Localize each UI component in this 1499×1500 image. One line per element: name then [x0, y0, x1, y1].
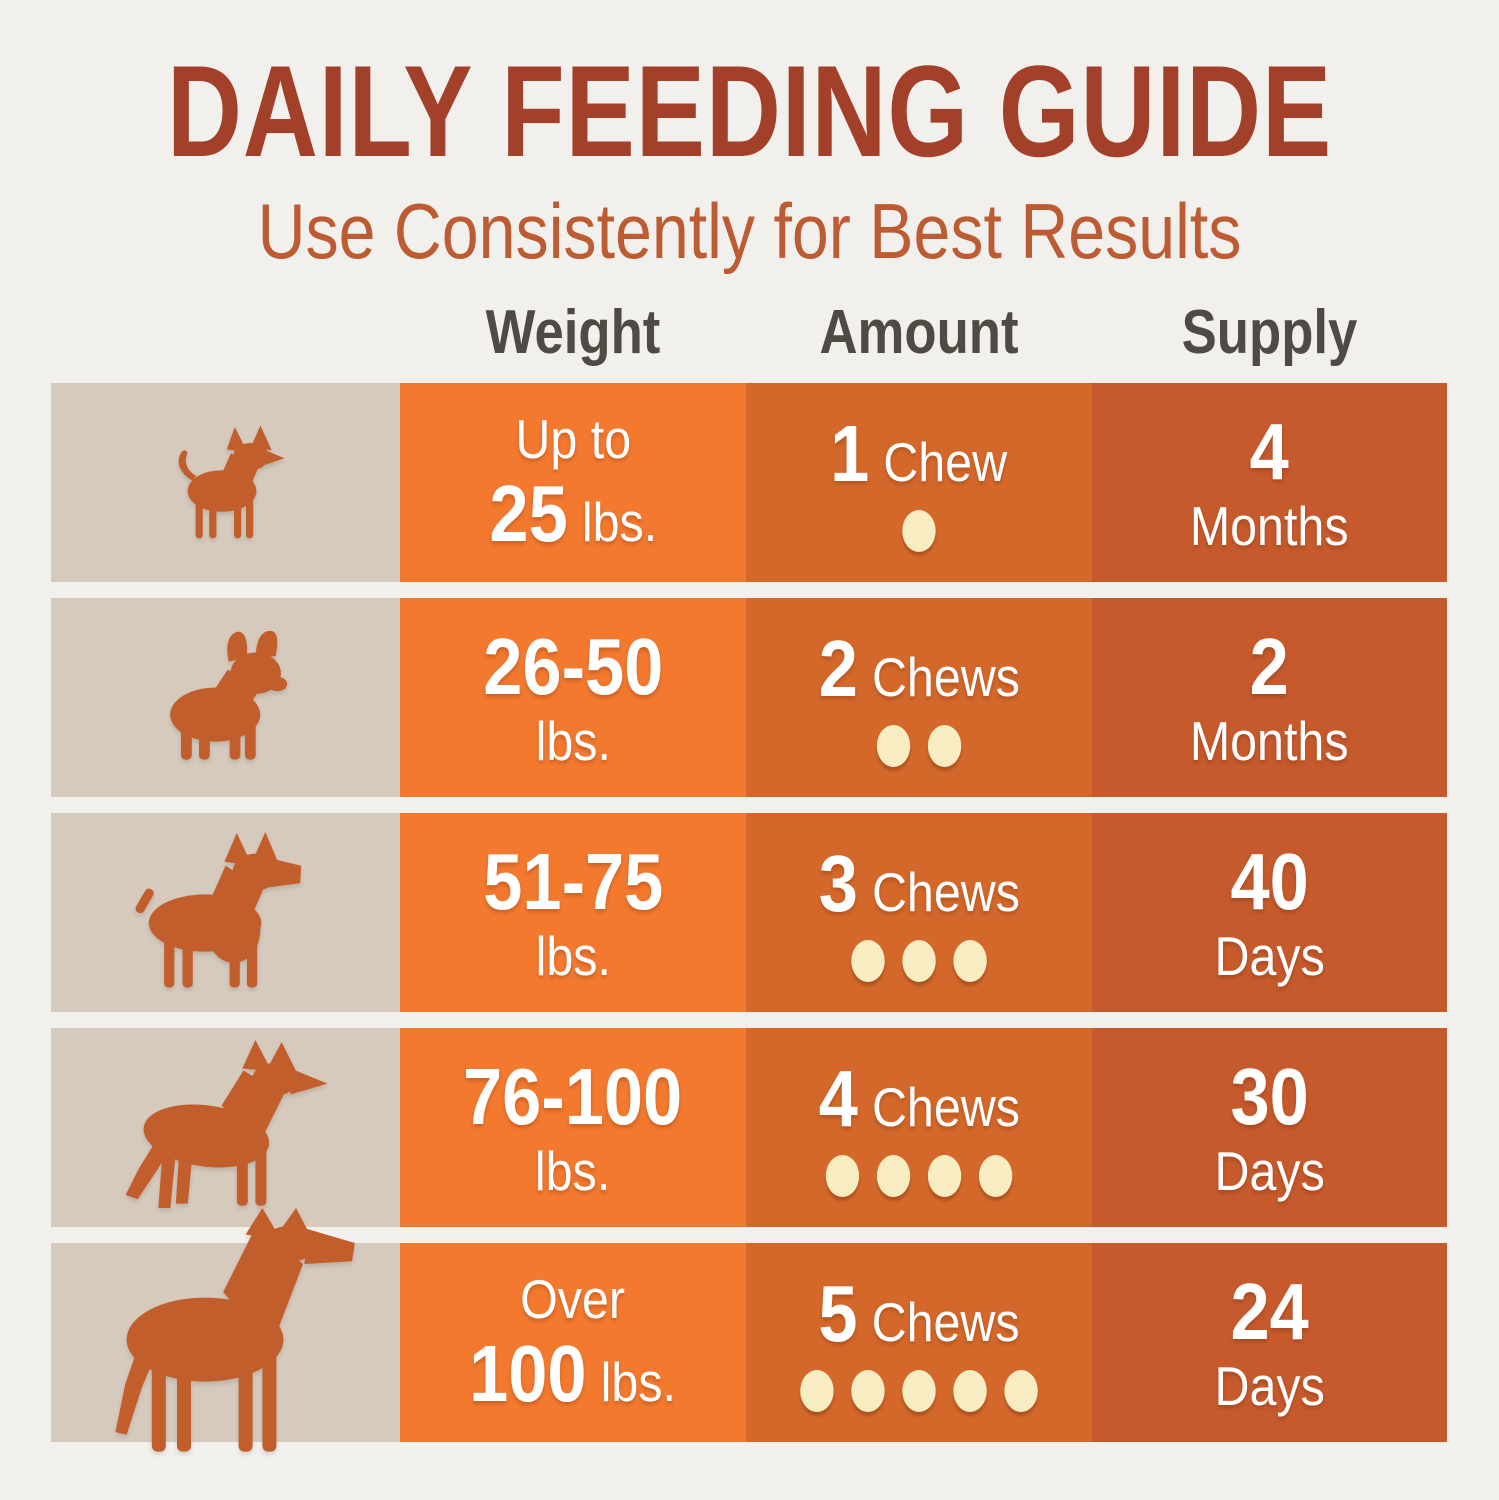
- french-bulldog-icon: [169, 630, 287, 760]
- supply-cell: 24 Days: [1092, 1243, 1447, 1442]
- amount-value: 1: [830, 408, 870, 498]
- column-header-weight: Weight: [485, 298, 661, 367]
- feeding-table: Up to 25 lbs. 1 Chew 4: [51, 383, 1447, 1452]
- amount-label: Chews: [871, 860, 1020, 923]
- chew-dot: [927, 1154, 962, 1197]
- chew-dot: [927, 724, 962, 767]
- chew-dots: [818, 724, 1019, 767]
- chew-dot: [851, 1369, 885, 1412]
- supply-cell: 2 Months: [1092, 598, 1447, 797]
- amount-value: 3: [818, 838, 858, 928]
- chew-dot: [876, 1154, 911, 1197]
- weight-unit: lbs.: [535, 924, 611, 987]
- weight-unit: lbs.: [535, 709, 611, 772]
- amount-cell: 2 Chews: [746, 598, 1092, 797]
- supply-cell: 40 Days: [1092, 813, 1447, 1012]
- chihuahua-icon: [178, 424, 284, 538]
- amount-value: 5: [818, 1268, 858, 1358]
- chew-dot: [902, 939, 936, 982]
- dog-cell: [51, 383, 400, 582]
- supply-unit: Months: [1190, 494, 1349, 557]
- chew-dot: [851, 939, 885, 982]
- weight-value: 76-100: [463, 1051, 683, 1141]
- page-title: DAILY FEEDING GUIDE: [166, 38, 1333, 184]
- chew-dot: [902, 509, 936, 552]
- weight-value: 51-75: [482, 836, 664, 926]
- supply-unit: Months: [1190, 709, 1349, 772]
- chew-dot: [825, 1154, 860, 1197]
- chew-dots: [800, 1369, 1038, 1412]
- amount-label: Chews: [871, 1075, 1020, 1138]
- dog-cell: [51, 1208, 400, 1452]
- chew-dot: [978, 1154, 1013, 1197]
- weight-value: 26-50: [482, 621, 664, 711]
- german-shepherd-icon: [125, 1040, 327, 1209]
- chew-dot: [800, 1369, 834, 1412]
- supply-value: 4: [1249, 406, 1290, 496]
- weight-value: 100: [469, 1328, 588, 1418]
- supply-cell: 30 Days: [1092, 1028, 1447, 1227]
- amount-cell: 4 Chews: [746, 1028, 1092, 1227]
- weight-qualifier: Over: [520, 1267, 626, 1330]
- chew-dot: [902, 1369, 936, 1412]
- chew-dot: [953, 939, 987, 982]
- table-row: Up to 25 lbs. 1 Chew 4: [51, 383, 1447, 582]
- supply-value: 40: [1230, 836, 1309, 926]
- page-subtitle: Use Consistently for Best Results: [257, 187, 1242, 275]
- supply-value: 2: [1249, 621, 1290, 711]
- weight-cell: 76-100 lbs.: [400, 1028, 746, 1227]
- weight-cell: Over 100 lbs.: [400, 1243, 746, 1442]
- dog-cell: [51, 598, 400, 797]
- supply-unit: Days: [1214, 924, 1325, 987]
- amount-cell: 1 Chew: [746, 383, 1092, 582]
- table-row: 26-50 lbs. 2 Chews 2 Months: [51, 598, 1447, 797]
- weight-unit: lbs.: [535, 1139, 611, 1202]
- amount-value: 4: [818, 1053, 858, 1143]
- weight-unit: lbs.: [581, 490, 657, 553]
- chew-dot: [953, 1369, 987, 1412]
- table-row: 76-100 lbs. 4 Chews 30 Days: [51, 1028, 1447, 1227]
- column-header-amount: Amount: [819, 298, 1019, 367]
- amount-label: Chews: [871, 1290, 1020, 1353]
- amount-value: 2: [818, 623, 858, 713]
- supply-value: 24: [1230, 1266, 1309, 1356]
- great-dane-icon: [115, 1208, 355, 1452]
- table-row: 51-75 lbs. 3 Chews 40 Days: [51, 813, 1447, 1012]
- amount-cell: 3 Chews: [746, 813, 1092, 1012]
- amount-label: Chew: [883, 430, 1008, 493]
- chew-dots: [818, 1154, 1019, 1197]
- chew-dot: [1004, 1369, 1038, 1412]
- table-row: Over 100 lbs. 5 Chews 2: [51, 1208, 1447, 1452]
- supply-unit: Days: [1214, 1139, 1325, 1202]
- weight-unit: lbs.: [601, 1350, 677, 1413]
- supply-cell: 4 Months: [1092, 383, 1447, 582]
- amount-label: Chews: [871, 645, 1020, 708]
- boxer-icon: [135, 831, 302, 988]
- table-header-row: Weight Amount Supply: [51, 302, 1447, 364]
- weight-cell: 26-50 lbs.: [400, 598, 746, 797]
- weight-qualifier: Up to: [515, 407, 631, 470]
- column-header-spacer: [77, 302, 374, 364]
- weight-cell: 51-75 lbs.: [400, 813, 746, 1012]
- dog-cell: [51, 813, 400, 1012]
- dog-cell: [51, 1028, 400, 1227]
- column-header-supply: Supply: [1181, 298, 1358, 367]
- weight-cell: Up to 25 lbs.: [400, 383, 746, 582]
- chew-dots: [831, 509, 1008, 552]
- chew-dots: [818, 939, 1019, 982]
- chew-dot: [876, 724, 911, 767]
- supply-unit: Days: [1214, 1354, 1325, 1417]
- amount-cell: 5 Chews: [746, 1243, 1092, 1442]
- supply-value: 30: [1230, 1051, 1309, 1141]
- weight-value: 25: [489, 468, 568, 558]
